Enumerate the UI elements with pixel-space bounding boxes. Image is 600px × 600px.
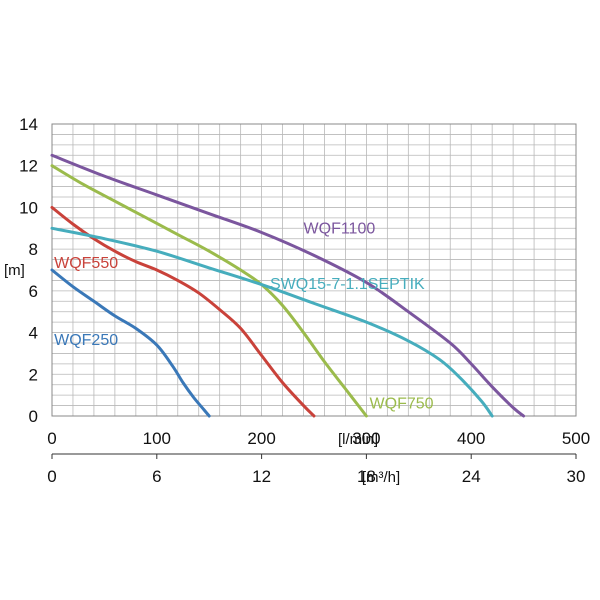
y-tick-label: 0 xyxy=(29,407,38,426)
series-line-wqf1100 xyxy=(50,153,526,418)
y-tick-label: 4 xyxy=(29,324,38,343)
y-tick-label: 10 xyxy=(19,198,38,217)
secondary-x-tick-label: 18 xyxy=(357,467,376,486)
series-label-wqf1100: WQF1100 xyxy=(304,221,376,238)
x-tick-label: 400 xyxy=(457,429,485,448)
x-tick-label: 200 xyxy=(247,429,275,448)
x-tick-label: 500 xyxy=(562,429,590,448)
y-tick-label: 14 xyxy=(19,115,38,134)
series-label-wqf550: WQF550 xyxy=(54,255,118,272)
series-line-wqf550 xyxy=(50,205,316,418)
series-label-swq15-7-1-1septik: SWQ15-7-1.1SEPTIK xyxy=(270,276,425,293)
y-tick-label: 2 xyxy=(29,365,38,384)
y-tick-label: 12 xyxy=(19,157,38,176)
secondary-x-tick-label: 30 xyxy=(567,467,586,486)
series-line-wqf750 xyxy=(50,164,368,418)
series-line-swq15-7-1-1septik xyxy=(50,226,494,418)
y-axis-label: [m] xyxy=(4,262,25,279)
x-tick-label: 300 xyxy=(352,429,380,448)
secondary-x-tick-label: 24 xyxy=(462,467,481,486)
x-tick-label: 0 xyxy=(47,429,56,448)
y-tick-label: 8 xyxy=(29,240,38,259)
x-tick-label: 100 xyxy=(143,429,171,448)
secondary-x-tick-label: 12 xyxy=(252,467,271,486)
secondary-x-axis-label: [m³/h] xyxy=(362,469,400,486)
x-axis-label: [l/min] xyxy=(338,431,378,448)
series-label-wqf750: WQF750 xyxy=(370,396,434,413)
series-line-wqf250 xyxy=(50,268,211,418)
secondary-x-tick-label: 0 xyxy=(47,467,56,486)
secondary-x-tick-label: 6 xyxy=(152,467,161,486)
y-tick-label: 6 xyxy=(29,282,38,301)
series-label-wqf250: WQF250 xyxy=(54,332,118,349)
